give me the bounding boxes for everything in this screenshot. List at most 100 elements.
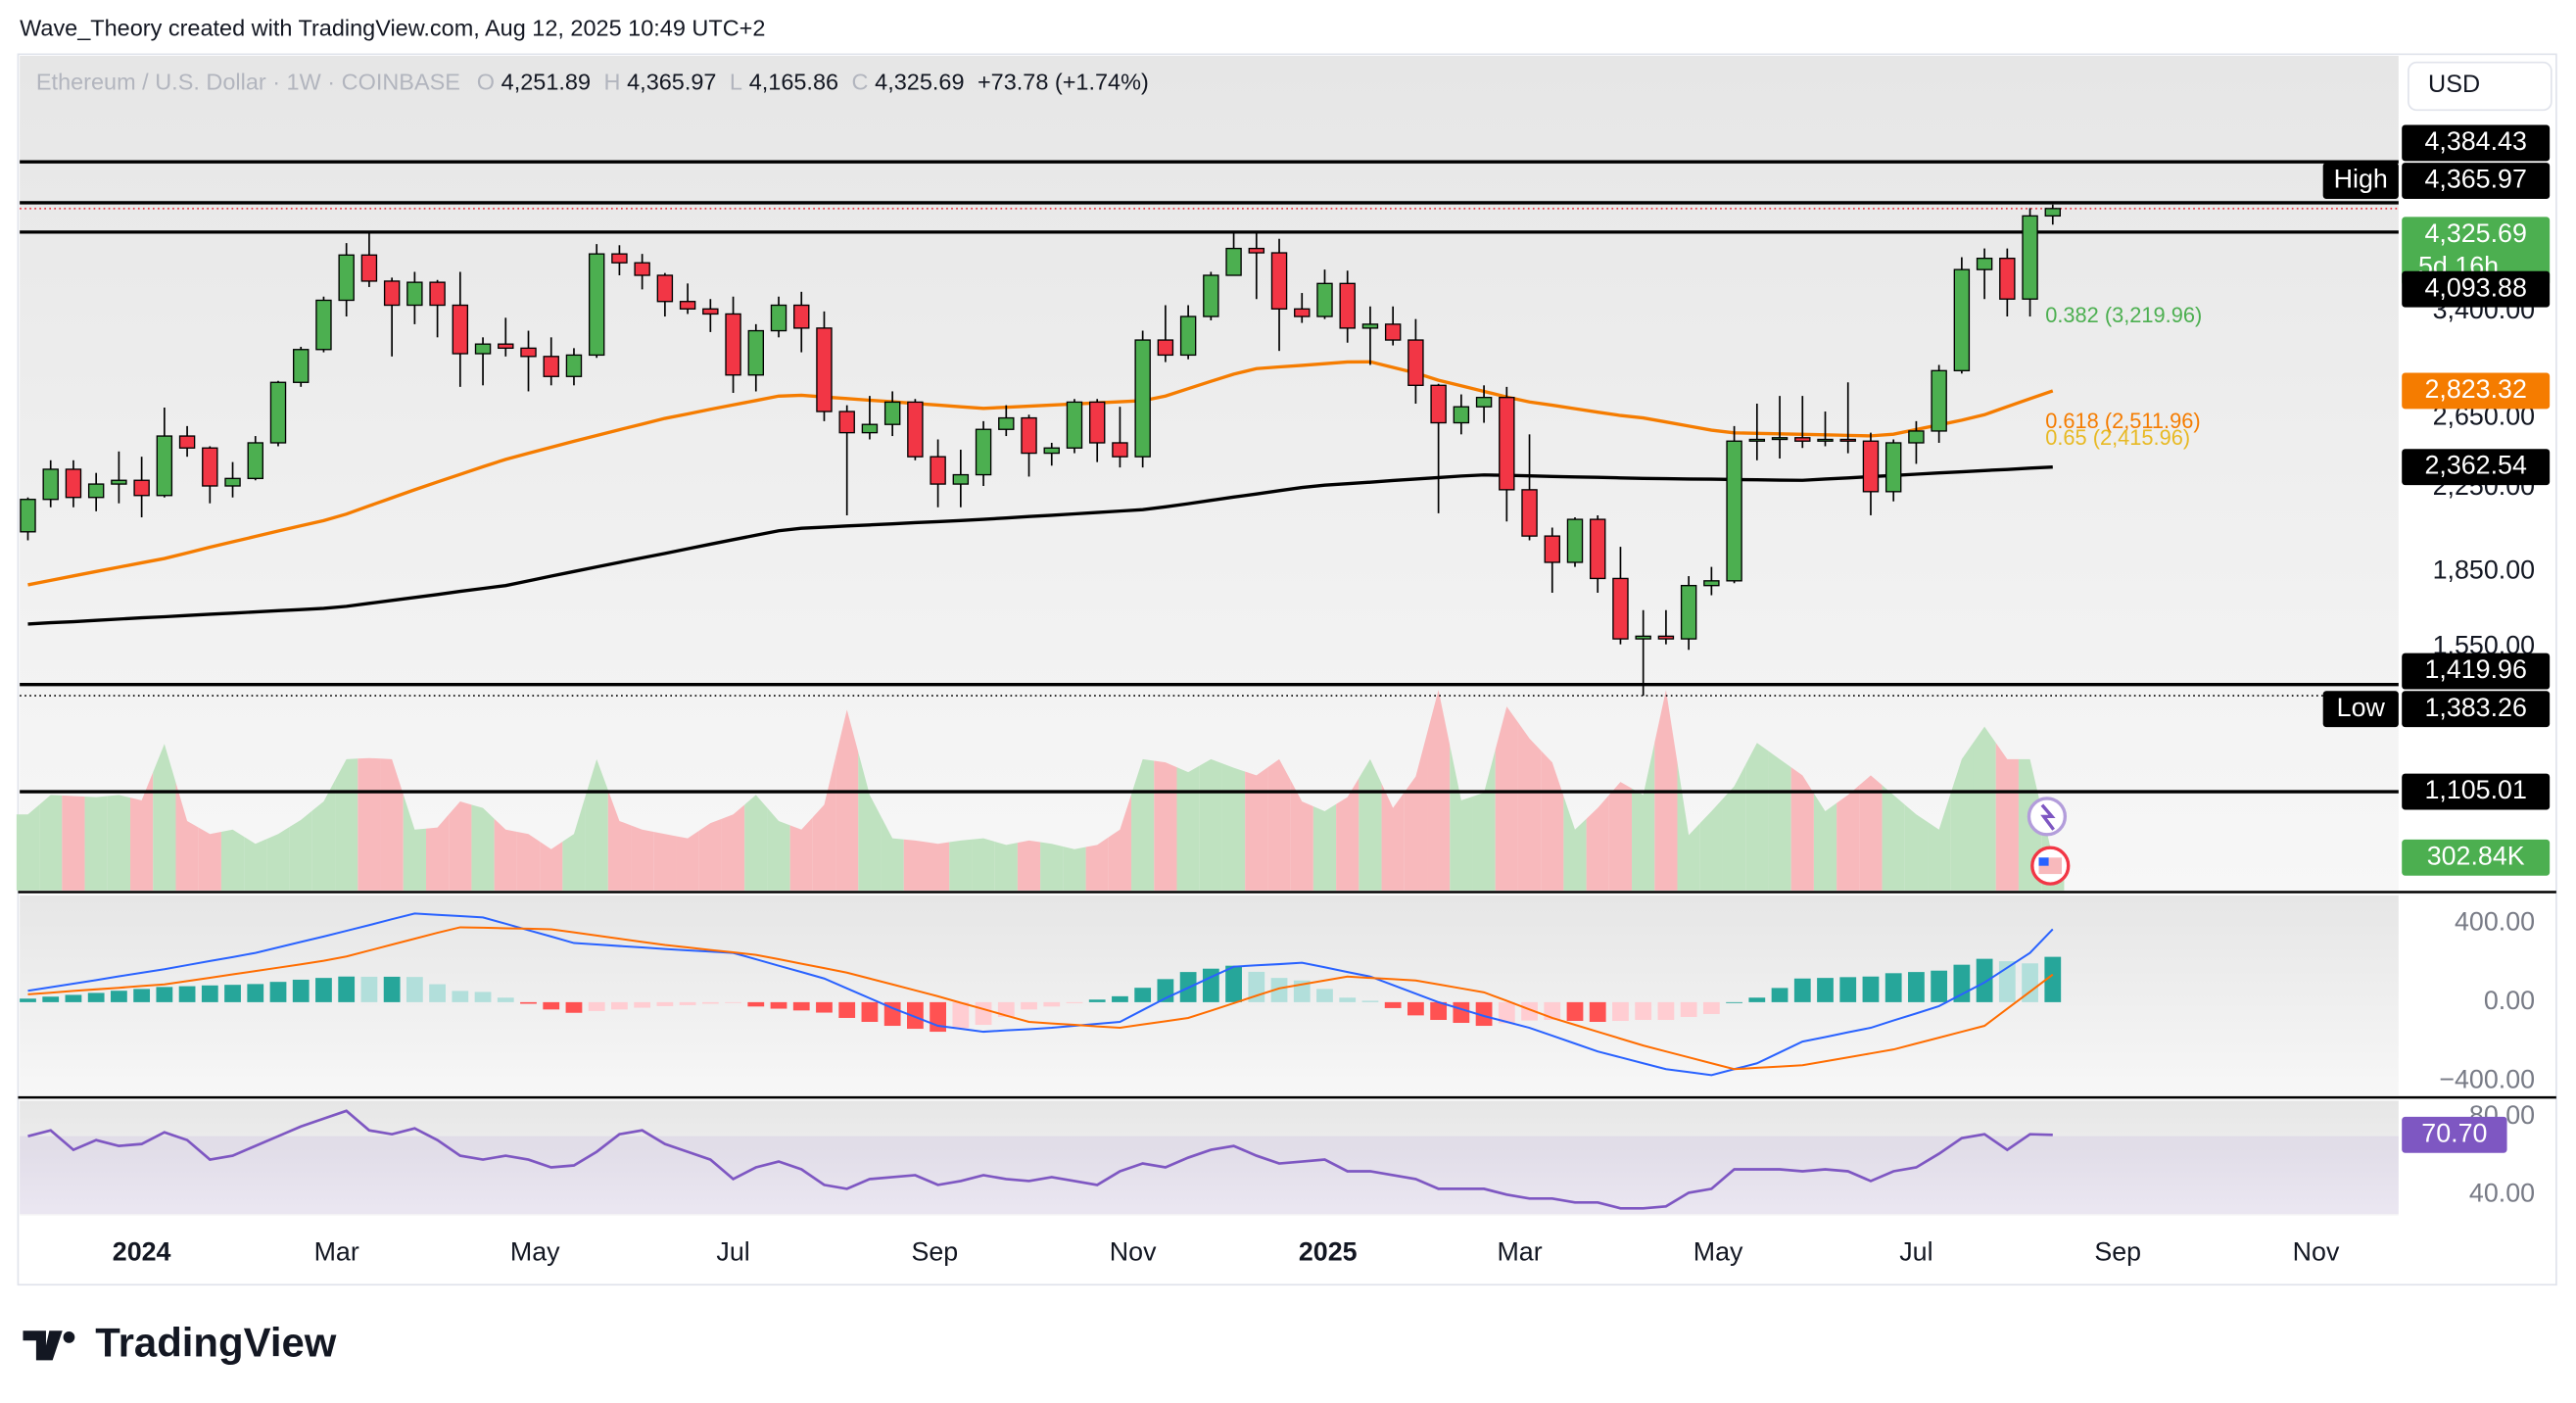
candle-body xyxy=(930,456,946,485)
ohlc-key: C xyxy=(851,70,868,95)
candle-body xyxy=(883,401,901,425)
symbol: Ethereum / U.S. Dollar · 1W · COINBASE xyxy=(36,70,460,95)
currency[interactable]: USD xyxy=(2428,71,2480,98)
ohlc-value: 4,251.89 xyxy=(501,70,591,95)
macd-histogram xyxy=(65,994,82,1002)
volume-area xyxy=(1608,782,1633,891)
price-badge-label: 4,093.88 xyxy=(2424,272,2526,302)
candle-body xyxy=(1635,635,1651,640)
macd-histogram xyxy=(725,1001,741,1003)
candle-body xyxy=(1430,384,1447,424)
macd-histogram xyxy=(1134,988,1152,1002)
macd-histogram xyxy=(292,979,310,1002)
rsi-band xyxy=(20,1136,2399,1215)
volume-area xyxy=(1267,758,1291,891)
macd-histogram xyxy=(383,976,401,1002)
volume-area xyxy=(449,801,472,891)
x-tick-label: May xyxy=(510,1237,560,1267)
candle-body xyxy=(1748,438,1766,442)
candle-body xyxy=(702,308,719,315)
candle-body xyxy=(1112,442,1128,458)
macd-histogram xyxy=(360,976,378,1002)
candle-body xyxy=(1453,406,1470,424)
macd-histogram xyxy=(975,1001,992,1026)
macd-histogram xyxy=(178,986,196,1002)
candle-body xyxy=(202,447,218,487)
macd-histogram xyxy=(201,985,218,1002)
candle-body xyxy=(1817,438,1834,442)
candle-body xyxy=(1794,437,1811,442)
candle-body xyxy=(770,304,787,332)
volume-area xyxy=(994,841,1018,891)
candle-body xyxy=(2022,215,2038,300)
macd-histogram xyxy=(1521,1001,1538,1021)
candle-body xyxy=(429,281,446,307)
candle-body xyxy=(816,327,833,412)
candle-body xyxy=(1316,282,1333,317)
candle-body xyxy=(293,349,310,383)
candle-body xyxy=(87,483,105,499)
macd-histogram xyxy=(1771,988,1789,1002)
candle-body xyxy=(1521,489,1538,537)
macd-histogram xyxy=(1498,1001,1515,1024)
candle-body xyxy=(725,313,741,376)
candle-body xyxy=(1088,401,1106,444)
macd-histogram xyxy=(1931,970,1948,1002)
volume-area xyxy=(767,807,790,891)
candle-body xyxy=(1566,518,1584,563)
volume-area xyxy=(425,814,450,891)
macd-histogram xyxy=(1202,968,1219,1002)
volume-area xyxy=(653,832,677,891)
attribution: Wave_Theory created with TradingView.com… xyxy=(20,15,765,40)
flag-canton xyxy=(2038,857,2049,866)
candle-body xyxy=(1203,274,1219,317)
macd-histogram xyxy=(1884,973,1902,1002)
volume-area xyxy=(1745,743,1769,891)
macd-histogram xyxy=(1407,1001,1424,1016)
volume-area xyxy=(721,804,745,891)
volume-area xyxy=(1495,706,1518,891)
volume-area xyxy=(1085,837,1109,891)
candle-body xyxy=(111,479,127,485)
candle-body xyxy=(1499,397,1515,491)
macd-histogram xyxy=(1021,1001,1037,1010)
candle-body xyxy=(1475,397,1493,408)
tag-label: High xyxy=(2334,165,2388,194)
macd-histogram xyxy=(224,985,241,1002)
price-badge-label: 4,384.43 xyxy=(2424,126,2526,156)
macd-histogram xyxy=(543,1001,560,1010)
volume-area xyxy=(198,827,221,891)
volume-area xyxy=(1017,840,1041,891)
price-badge-label: 1,105.01 xyxy=(2424,775,2526,804)
indicator-icons xyxy=(2027,797,2071,886)
candle-body xyxy=(656,274,674,303)
volume-area xyxy=(698,818,722,891)
candle-body xyxy=(42,468,59,501)
candle-body xyxy=(793,304,810,329)
volume-area xyxy=(1312,803,1337,891)
volume-area xyxy=(289,810,312,891)
volume-area xyxy=(1973,726,1996,891)
volume-area xyxy=(1336,778,1360,891)
volume-area xyxy=(1199,758,1222,891)
candle-body xyxy=(360,254,378,282)
candle-body xyxy=(474,343,492,355)
volume-area xyxy=(220,829,245,891)
candle-body xyxy=(1931,369,1947,432)
volume-area xyxy=(175,782,199,891)
candle-body xyxy=(65,468,82,499)
macd-histogram xyxy=(156,987,173,1002)
volume-area xyxy=(1472,750,1496,891)
candle-body xyxy=(269,381,287,444)
candle-body xyxy=(315,299,332,351)
currency-button[interactable] xyxy=(2408,61,2552,112)
ohlc-value: 4,325.69 xyxy=(875,70,964,95)
moving-average xyxy=(27,464,2053,626)
macd-histogram xyxy=(1839,977,1857,1002)
tag-badge xyxy=(2322,163,2399,199)
macd-histogram xyxy=(1316,989,1333,1002)
macd-histogram xyxy=(429,984,446,1002)
macd-histogram xyxy=(405,977,423,1002)
candle-body xyxy=(565,354,583,377)
